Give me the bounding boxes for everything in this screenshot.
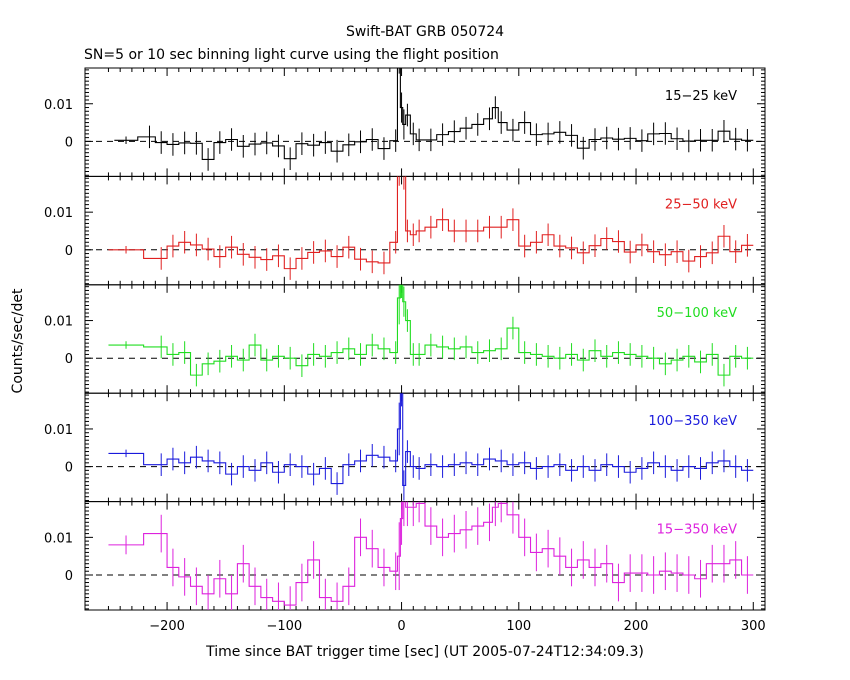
panel-frame <box>84 67 766 177</box>
x-tick-label: −100 <box>266 619 302 634</box>
series-line <box>108 176 754 270</box>
series-2 <box>108 176 754 280</box>
panels: 0 0.01 15−25 keV 0 0.01 25−50 keV 0 0.01 50−100 … <box>44 67 766 634</box>
y-tick-label: 0 <box>65 135 73 150</box>
chart-subtitle: SN=5 or 10 sec binning light curve using… <box>84 47 499 63</box>
panel-frame <box>84 284 766 394</box>
panel-4: 0 0.01 100−350 keV <box>44 392 766 503</box>
x-axis-label: Time since BAT trigger time [sec] (UT 20… <box>205 644 644 660</box>
y-axis-label: Counts/sec/det <box>10 288 26 393</box>
x-tick-label: 200 <box>624 619 649 634</box>
panel-2: 0 0.01 25−50 keV <box>44 175 766 286</box>
y-tick-label: 0.01 <box>44 98 73 113</box>
series-line <box>108 501 754 606</box>
series-3 <box>108 284 754 387</box>
series-1 <box>114 68 754 171</box>
y-tick-label: 0 <box>65 352 73 367</box>
series-4 <box>108 393 754 501</box>
y-tick-label: 0 <box>65 244 73 259</box>
x-tick-label: 0 <box>397 619 405 634</box>
y-tick-label: 0.01 <box>44 206 73 221</box>
band-label: 15−25 keV <box>665 89 737 104</box>
y-tick-label: 0.01 <box>44 315 73 330</box>
series-line <box>114 68 754 161</box>
x-tick-label: 300 <box>741 619 766 634</box>
y-tick-label: 0 <box>65 461 73 476</box>
x-tick-label: −200 <box>149 619 185 634</box>
series-line <box>108 284 754 376</box>
panel-3: 0 0.01 50−100 keV <box>44 284 766 394</box>
band-label: 50−100 keV <box>657 306 737 321</box>
panel-frame <box>84 392 766 503</box>
band-label: 25−50 keV <box>665 197 737 212</box>
panel-5: 0 0.01 15−350 keV <box>44 501 766 611</box>
series-5 <box>108 501 754 610</box>
x-tick-label: 100 <box>506 619 531 634</box>
chart-title: Swift-BAT GRB 050724 <box>346 24 504 40</box>
y-tick-label: 0.01 <box>44 423 73 438</box>
y-tick-label: 0 <box>65 569 73 584</box>
panel-1: 0 0.01 15−25 keV <box>44 67 766 177</box>
y-tick-label: 0.01 <box>44 531 73 546</box>
band-label: 15−350 keV <box>657 523 737 538</box>
band-label: 100−350 keV <box>648 414 737 429</box>
